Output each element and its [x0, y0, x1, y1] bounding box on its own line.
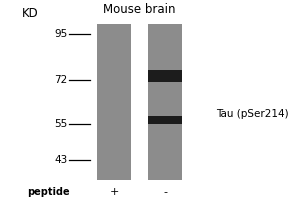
Text: Tau (pSer214): Tau (pSer214)	[216, 109, 289, 119]
Text: KD: KD	[22, 7, 38, 20]
Text: 72: 72	[54, 75, 68, 85]
Bar	[148, 24, 182, 180]
Bar	[148, 71, 182, 82]
Text: -: -	[163, 187, 167, 197]
Bar	[97, 24, 131, 180]
Text: Mouse brain: Mouse brain	[103, 3, 176, 16]
Text: 95: 95	[54, 29, 68, 39]
Text: +: +	[109, 187, 119, 197]
Text: peptide: peptide	[27, 187, 70, 197]
Text: 55: 55	[54, 119, 68, 129]
Text: 43: 43	[54, 155, 68, 165]
Bar	[148, 116, 182, 124]
